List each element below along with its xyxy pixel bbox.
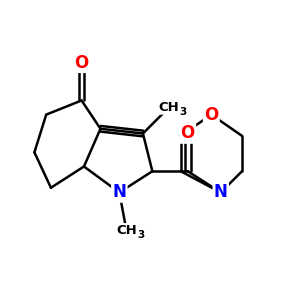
- Text: CH: CH: [116, 224, 137, 237]
- Text: O: O: [181, 124, 195, 142]
- Text: N: N: [214, 184, 228, 202]
- Text: 3: 3: [179, 107, 187, 117]
- Text: O: O: [74, 54, 89, 72]
- Text: N: N: [112, 184, 126, 202]
- Text: CH: CH: [158, 101, 179, 114]
- Text: 3: 3: [137, 230, 144, 240]
- Text: O: O: [204, 106, 218, 124]
